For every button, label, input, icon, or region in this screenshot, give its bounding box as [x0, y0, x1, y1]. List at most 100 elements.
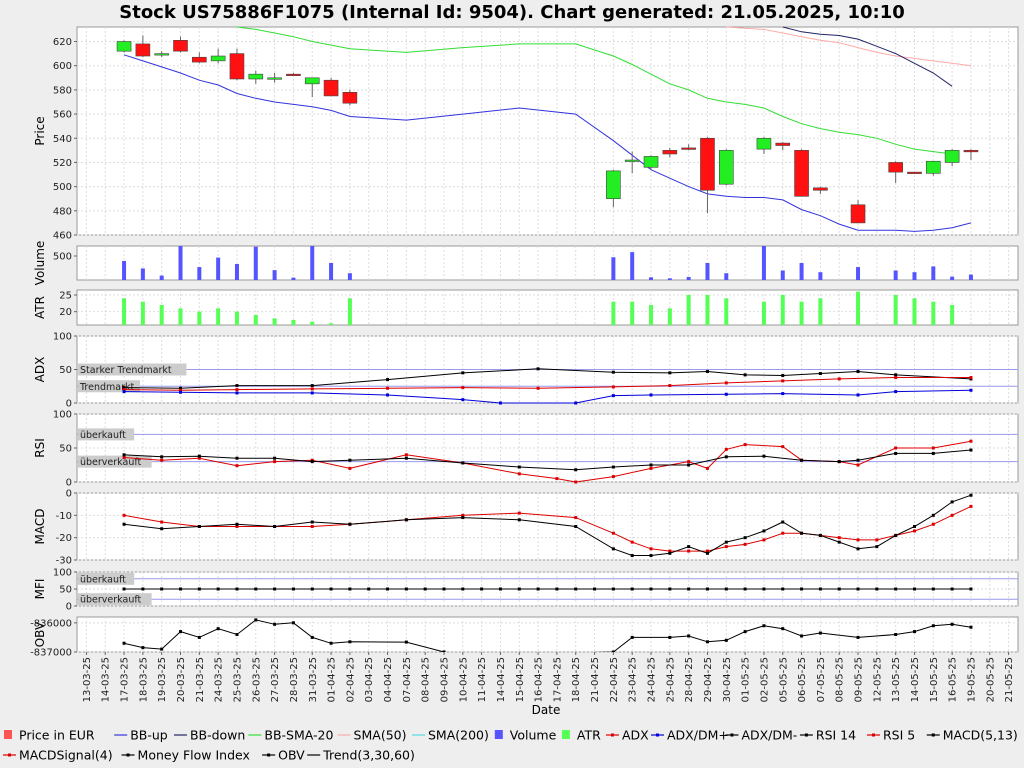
atr-bar: [780, 295, 785, 325]
adx-dmplus-point: [649, 393, 653, 397]
candle-body: [192, 56, 207, 63]
legend-label: ADX/DM-: [741, 728, 797, 743]
rsi5-point: [574, 480, 578, 484]
candle-body: [624, 159, 640, 162]
macd-point: [931, 513, 935, 517]
rsi5-point: [235, 464, 239, 468]
volume-bar: [630, 252, 635, 280]
adx-dmplus-point: [122, 390, 126, 394]
adx-dmplus-point: [894, 390, 898, 394]
adx-dmplus-point: [724, 392, 728, 396]
adx-adx-point: [781, 379, 785, 383]
obv-point: [273, 622, 277, 626]
mfi-point: [348, 587, 352, 591]
volume-plot-area: [76, 245, 1019, 281]
x-tick-label: 05-05-25: [778, 657, 789, 702]
mfi-tick-label: 50: [59, 585, 72, 596]
macd-signal-point: [856, 538, 860, 542]
candle-body: [963, 150, 979, 153]
rsi5-point: [743, 443, 747, 447]
macd-point: [837, 540, 841, 544]
x-tick-label: 10-04-25: [458, 657, 469, 702]
rsi5-point: [894, 446, 898, 450]
adx-level-label: Trendmarkt: [79, 382, 134, 393]
rsi5-point: [517, 472, 521, 476]
mfi-point: [291, 587, 295, 591]
legend-marker: [656, 733, 659, 737]
volume-bar: [234, 264, 239, 280]
x-tick-label: 25-03-25: [232, 657, 243, 702]
mfi-level-box: [78, 572, 135, 585]
candle-body: [210, 55, 226, 62]
atr-bar: [197, 311, 202, 325]
rsi14-point: [762, 454, 766, 458]
mfi-point: [969, 587, 973, 591]
mfi-level-label: überkauft: [80, 574, 126, 585]
candle-body: [775, 142, 791, 146]
volume-bar: [197, 267, 202, 280]
mfi-point: [273, 587, 277, 591]
rsi5-point: [197, 456, 201, 460]
rsi14-point: [160, 455, 164, 459]
adx-dmminus-point: [461, 371, 465, 375]
x-tick-label: 25-04-25: [665, 657, 676, 702]
obv-point: [310, 635, 314, 639]
legend-label: BB-down: [190, 728, 245, 743]
volume-bar: [893, 270, 898, 280]
legend-swatch: [561, 730, 570, 739]
legend-label: SMA(200): [428, 728, 489, 743]
legend-label: Volume: [510, 728, 557, 743]
atr-bar: [761, 301, 766, 325]
chart-title: Stock US75886F1075 (Internal Id: 9504). …: [119, 2, 905, 23]
macd-point: [611, 547, 615, 551]
x-tick-label: 09-04-25: [439, 657, 450, 702]
rsi14-point: [611, 465, 615, 469]
x-tick-label: 07-04-25: [402, 657, 413, 702]
obv-point: [197, 635, 201, 639]
macd-point: [574, 525, 578, 528]
mfi-point: [404, 587, 408, 591]
rsi14-point: [687, 463, 691, 467]
adx-dmplus-point: [969, 388, 973, 392]
atr-bar: [329, 323, 334, 325]
x-tick-label: 20-05-25: [985, 657, 996, 702]
rsi5-point: [611, 475, 615, 479]
rsi14-point: [931, 451, 935, 455]
volume-bar: [818, 272, 823, 280]
adx-dmminus-point: [856, 370, 860, 374]
mfi-point: [329, 587, 333, 591]
mfi-point: [894, 587, 898, 591]
rsi-level-box: [78, 428, 135, 441]
macd-point: [705, 551, 709, 555]
obv-point: [404, 640, 408, 644]
volume-bar: [686, 276, 691, 280]
adx-dmminus-point: [705, 370, 709, 374]
obv-point: [668, 635, 672, 639]
mfi-point: [818, 587, 822, 591]
macd-point: [762, 529, 766, 533]
x-tick-label: 15-05-25: [929, 657, 940, 702]
obv-point: [216, 627, 220, 631]
macd-point: [818, 533, 822, 537]
macd-signal-point: [837, 536, 841, 540]
atr-bar: [799, 301, 804, 325]
price-tick-label: 540: [53, 134, 72, 145]
x-tick-label: 30-04-25: [722, 657, 733, 702]
x-tick-label: 08-04-25: [421, 657, 432, 702]
candle-body: [116, 41, 132, 52]
rsi5-point: [687, 460, 691, 464]
x-tick-label: 11-04-25: [477, 657, 488, 702]
legend-marker: [872, 733, 875, 737]
x-tick-label: 14-03-25: [101, 657, 112, 702]
adx-dmminus-point: [235, 384, 239, 388]
bb-down-line: [782, 26, 953, 87]
volume-bar: [799, 263, 804, 280]
x-tick-label: 28-04-25: [684, 657, 695, 702]
macd-point: [404, 518, 408, 522]
atr-bar: [856, 291, 861, 325]
rsi14-point: [404, 456, 408, 460]
rsi-tick-label: 100: [53, 410, 72, 421]
obv-point: [687, 634, 691, 638]
macd-signal-point: [649, 547, 653, 551]
macd-tick-label: -10: [56, 511, 72, 522]
